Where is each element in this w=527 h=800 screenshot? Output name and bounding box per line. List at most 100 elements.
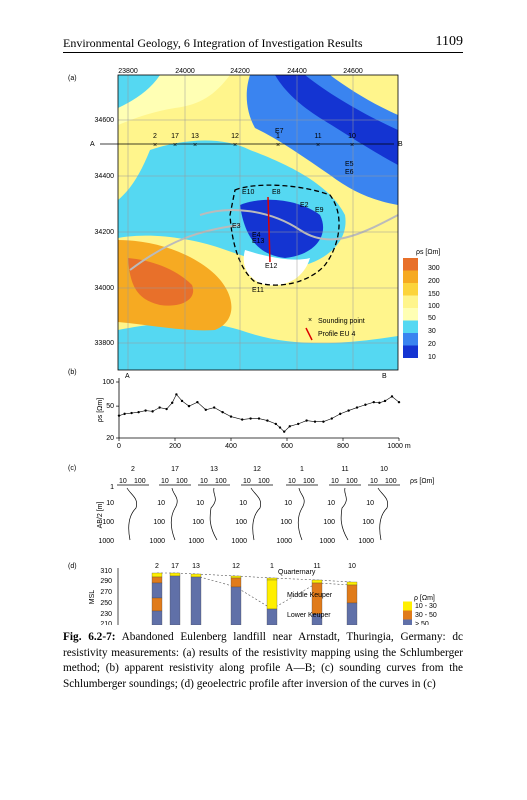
data-point: [339, 412, 342, 416]
data-point: [187, 404, 191, 408]
site-label: E8: [272, 189, 281, 196]
layer: [346, 581, 358, 586]
legend-swatch: [403, 601, 412, 611]
data-point: [249, 417, 252, 420]
profile-end: B: [398, 141, 403, 148]
data-point: [283, 430, 286, 433]
data-point: [130, 411, 133, 415]
map-x-tick: 24600: [343, 68, 363, 75]
data-point: [397, 400, 401, 404]
site-label: E6: [345, 169, 354, 176]
legend-entry: Sounding point: [318, 318, 365, 325]
x-tick-label: 100: [346, 478, 358, 485]
sounding-label: 12: [253, 466, 261, 473]
profile-end: A: [90, 141, 95, 148]
data-point: [241, 418, 244, 421]
caption-text: Abandoned Eulenberg landfill near Arnsta…: [63, 631, 463, 690]
y-tick-label: 20: [106, 435, 114, 442]
sounding-label: 1: [300, 466, 304, 473]
x-tick-label: 10: [331, 478, 339, 485]
sounding-marker: ×: [350, 142, 354, 149]
map-x-tick: 24000: [175, 68, 195, 75]
sounding-curve: [250, 487, 261, 541]
x-axis-label: ρs [Ωm]: [410, 478, 434, 485]
page-number: 1109: [435, 34, 463, 49]
unit-label: Quarternary: [278, 569, 316, 576]
map-y-tick: 33800: [95, 340, 115, 347]
data-point: [257, 417, 261, 420]
layer: [230, 575, 242, 579]
data-point: [330, 417, 333, 420]
legend-value: 150: [428, 291, 440, 298]
data-point: [364, 403, 367, 406]
site-label: E2: [300, 202, 309, 209]
site-label: E7: [275, 128, 284, 135]
x-tick-label: 600: [281, 443, 293, 450]
sounding-label: 17: [171, 133, 179, 140]
data-point: [383, 399, 387, 403]
y-axis-label: ρs [Ωm]: [97, 398, 104, 422]
y-tick-label: 100: [280, 519, 292, 526]
x-tick-label: 100: [258, 478, 270, 485]
layer: [151, 572, 163, 578]
svg-text:×: ×: [308, 317, 312, 324]
layer: [190, 573, 202, 578]
sounding-curve: [377, 487, 388, 541]
y-tick-label: 310: [100, 568, 112, 575]
legend-value: 10: [428, 354, 436, 361]
panel-label: (d): [68, 563, 77, 570]
sounding-label: 1: [276, 133, 280, 140]
layer: [169, 572, 181, 577]
sounding-label: 13: [191, 133, 199, 140]
data-point: [175, 393, 178, 396]
panel-label: (c): [68, 465, 76, 472]
caption-label: Fig. 6.2-7:: [63, 631, 116, 643]
y-tick-label: 230: [100, 611, 112, 618]
site-label: E4: [252, 232, 261, 239]
y-tick-label: 270: [100, 589, 112, 596]
data-point: [372, 400, 375, 404]
map-y-tick: 34400: [95, 173, 115, 180]
profile-line: [118, 393, 400, 433]
geoelectric-profile: [117, 568, 412, 625]
data-point: [288, 425, 291, 428]
y-tick-label: 10: [327, 500, 335, 507]
panel-label: (a): [68, 75, 77, 82]
sounding-curve: [297, 487, 305, 541]
site-label: E9: [315, 207, 324, 214]
map-x-tick: 23800: [118, 68, 138, 75]
map-legend: [403, 258, 418, 358]
x-tick-label: 10: [119, 478, 127, 485]
legend-entry: 30 - 50: [415, 612, 437, 619]
y-tick-label: 100: [235, 519, 247, 526]
sounding-label: 10: [348, 563, 356, 570]
y-tick-label: 100: [102, 379, 114, 386]
layer: [151, 610, 163, 625]
legend-entry: Profile EU 4: [318, 331, 355, 338]
y-axis-label: MSL: [89, 590, 96, 605]
figure: × (a)23800 24000 24200 24400 246003460034400…: [68, 68, 440, 625]
site-label: E10: [242, 189, 255, 196]
layer: [230, 586, 242, 625]
y-tick-label: 100: [192, 519, 204, 526]
data-point: [213, 406, 216, 409]
layer: [266, 608, 278, 625]
site-label: E12: [265, 263, 278, 270]
y-tick-label: 50: [106, 403, 114, 410]
y-tick-label: 10: [239, 500, 247, 507]
legend-value: 300: [428, 265, 440, 272]
legend-entry: > 50: [415, 621, 429, 625]
x-tick-label: 100: [303, 478, 315, 485]
data-point: [204, 408, 207, 411]
sounding-curve: [126, 487, 137, 541]
data-point: [137, 410, 140, 414]
figure-caption: Fig. 6.2-7: Abandoned Eulenberg landfill…: [63, 630, 463, 692]
layer: [346, 602, 358, 625]
y-tick-label: 210: [100, 621, 112, 625]
data-point: [390, 395, 394, 398]
x-tick-label: 10: [161, 478, 169, 485]
layer: [190, 576, 202, 625]
data-point: [266, 419, 269, 422]
sounding-curve: [209, 487, 218, 541]
sounding-curve: [340, 487, 349, 541]
